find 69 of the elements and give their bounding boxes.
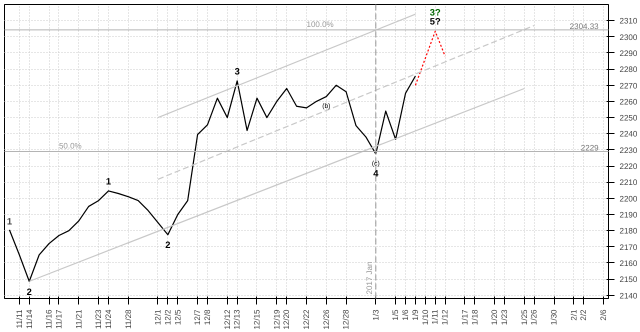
- x-tick-label: 11/17: [54, 308, 64, 329]
- x-tick-label: 12/8: [202, 308, 212, 326]
- y-tick-label: 2150: [620, 275, 638, 284]
- annotation: 1: [6, 216, 12, 226]
- annotation: 1: [106, 176, 112, 186]
- x-tick-label: 11/14: [24, 308, 34, 329]
- x-tick-label: 12/1: [153, 308, 162, 326]
- y-tick-label: 2140: [620, 291, 638, 300]
- annotation: 50.0%: [58, 142, 82, 150]
- x-tick-label: 1/12: [440, 308, 450, 326]
- y-tick-label: 2260: [620, 97, 638, 106]
- x-tick-label: 1/26: [530, 308, 539, 326]
- x-tick-label: 1/30: [550, 308, 559, 326]
- x-tick-label: 11/11: [14, 308, 24, 328]
- y-tick-label: 2250: [620, 114, 638, 123]
- x-tick-label: 1/18: [470, 308, 480, 326]
- x-tick-label: 1/9: [410, 308, 420, 321]
- annotation: 100.0%: [306, 20, 334, 29]
- x-tick-label: 11/28: [124, 308, 133, 329]
- y-tick-label: 2200: [620, 194, 638, 204]
- x-tick-label: 11/23: [94, 308, 104, 329]
- y-tick-label: 2300: [620, 32, 638, 42]
- x-tick-label: 1/5: [391, 308, 400, 321]
- x-tick-label: 11/16: [44, 308, 54, 329]
- annotation: 2: [165, 240, 170, 250]
- annotation: 2: [26, 286, 32, 297]
- y-tick-label: 2290: [620, 48, 638, 58]
- x-tick-label: 12/28: [342, 308, 351, 330]
- x-tick-label: 12/12: [222, 308, 232, 330]
- ref-line-label: 2304.33: [570, 22, 600, 31]
- x-tick-label: 11/24: [104, 308, 113, 329]
- x-tick-label: 1/6: [401, 308, 410, 321]
- annotation: 3?: [430, 7, 441, 18]
- ref-line-label: 2017 Jan: [364, 262, 374, 294]
- x-tick-label: 1/17: [460, 308, 470, 326]
- y-tick-label: 2190: [620, 210, 638, 220]
- x-tick-label: 12/15: [252, 308, 262, 330]
- x-tick-label: 1/23: [500, 308, 510, 326]
- x-tick-label: 12/13: [232, 308, 242, 330]
- x-tick-label: 1/25: [520, 308, 529, 326]
- x-tick-label: 12/19: [272, 308, 282, 330]
- y-tick-label: 2210: [620, 178, 638, 188]
- x-tick-label: 1/10: [420, 308, 430, 326]
- y-tick-label: 2220: [620, 162, 638, 172]
- y-tick-label: 2230: [620, 146, 638, 155]
- x-tick-label: 1/3: [371, 308, 380, 321]
- y-tick-label: 2170: [620, 242, 638, 252]
- annotation: 3: [234, 66, 240, 76]
- x-tick-label: 1/20: [490, 308, 500, 326]
- y-tick-label: 2280: [620, 65, 638, 74]
- y-tick-label: 2310: [620, 16, 638, 26]
- y-tick-label: 2240: [620, 130, 638, 139]
- x-tick-label: 12/26: [322, 308, 331, 330]
- x-tick-label: 12/7: [193, 308, 202, 326]
- y-tick-label: 2270: [620, 81, 638, 90]
- x-tick-label: 2/2: [579, 308, 588, 321]
- ref-line-label: 2229: [580, 144, 600, 152]
- x-tick-label: 12/22: [302, 308, 311, 330]
- annotation: 5?: [430, 16, 441, 26]
- x-tick-label: 11/21: [74, 308, 84, 329]
- y-tick-label: 2180: [620, 226, 638, 236]
- x-tick-label: 12/2: [163, 308, 172, 326]
- x-tick-label: 12/5: [173, 308, 182, 326]
- x-tick-label: 12/20: [282, 308, 292, 330]
- y-tick-label: 2160: [620, 258, 638, 268]
- x-tick-label: 2/6: [599, 308, 608, 321]
- x-tick-label: 2/1: [569, 308, 578, 321]
- x-tick-label: 1/11: [430, 308, 440, 324]
- annotation: 4: [373, 168, 380, 178]
